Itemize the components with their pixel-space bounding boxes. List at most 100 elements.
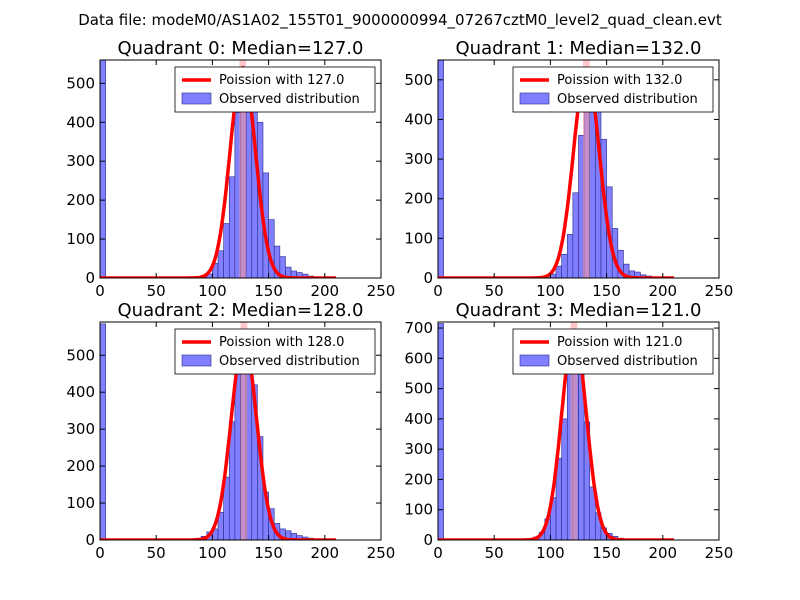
quadrant-0-bar (217, 250, 224, 278)
quadrant-0-legend-box (174, 66, 376, 113)
quadrant-0-legend: Poission with 127.0 Observed distribution (174, 66, 376, 113)
quadrant-3-xtick-label: 200 (648, 544, 677, 562)
quadrant-1-panel: 0 50 100 150 200 250 0 100 200 300 400 500 Quadrant … (404, 38, 733, 300)
quadrant-1-ytick-label: 100 (404, 229, 433, 247)
quadrant-3-legend-box (512, 328, 714, 375)
quadrant-1-bar (572, 192, 579, 278)
quadrant-2-legend-bar-label: Observed distribution (219, 354, 360, 369)
quadrant-2-ytick-label: 200 (66, 457, 95, 475)
quadrant-1-legend-box (512, 66, 714, 113)
quadrant-0-xtick-label: 50 (147, 282, 166, 300)
quadrant-3-xtick-label: 150 (592, 544, 621, 562)
quadrant-1-title: Quadrant 1: Median=132.0 (456, 38, 702, 59)
quadrant-panels: 0 50 100 150 200 2500100200300400500Quadrant … (66, 38, 733, 562)
quadrant-1-axes-frame (437, 59, 720, 279)
quadrant-2-panel: 0 50 100 150 200 250 0 100 200 300 400 500 Quadrant … (66, 300, 395, 562)
quadrant-1-bar (566, 234, 574, 278)
quadrant-3-ytick-label: 500 (404, 380, 433, 398)
quadrant-1-bar (555, 265, 562, 278)
quadrant-1-ytick-label: 400 (404, 110, 433, 128)
quadrant-0-xtick-label: 100 (198, 282, 227, 300)
quadrant-1-ytick-label: 0 (423, 269, 433, 287)
quadrant-2-axes-frame (99, 321, 382, 541)
quadrant-2-ytick-label: 100 (66, 494, 95, 512)
quadrant-0-bar (228, 176, 236, 278)
quadrant-3-ytick-label: 300 (404, 440, 433, 458)
quadrant-0-axes-frame (99, 59, 382, 279)
quadrant-2-xtick-label: 200 (310, 544, 339, 562)
quadrant-0-legend-curve-label: Poission with 127.0 (219, 73, 344, 88)
quadrant-2-xtick-label: 50 (147, 544, 166, 562)
quadrant-0-poisson-curve (100, 65, 336, 278)
quadrant-1-bar (561, 253, 568, 278)
quadrant-0-xtick-label: 200 (310, 282, 339, 300)
quadrant-0-ytick-label: 300 (66, 152, 95, 170)
quadrant-1-median-band (582, 60, 590, 278)
quadrant-0-legend-bar-swatch (181, 92, 212, 105)
quadrant-2-legend-bar-swatch (181, 354, 212, 367)
quadrant-1-ytick-label: 300 (404, 150, 433, 168)
quadrant-0-panel: 0 50 100 150 200 250 0 100 200 300 400 500 Quadrant … (66, 38, 395, 300)
quadrant-2-ytick-label: 400 (66, 383, 95, 401)
quadrant-0-ytick-label: 100 (66, 230, 95, 248)
quadrant-1-xtick-label: 0 (433, 282, 443, 300)
quadrant-3-panel: 0 50 100 150 200 250 0 100 200 300 400 500 600 700 Qua… (404, 300, 733, 562)
quadrant-1-data (438, 60, 674, 278)
quadrant-0-median-band (239, 60, 247, 278)
quadrant-1-xtick-label: 200 (648, 282, 677, 300)
quadrant-1-legend-curve-label: Poission with 132.0 (557, 73, 682, 88)
quadrant-2-xtick-label: 150 (254, 544, 283, 562)
quadrant-0-legend-bar-label: Observed distribution (219, 92, 360, 107)
quadrant-0-title: Quadrant 0: Median=127.0 (118, 38, 364, 59)
quadrant-0-bar (223, 223, 230, 278)
quadrant-3-axes-frame (437, 321, 720, 541)
quadrant-3-xtick-label: 0 (433, 544, 443, 562)
quadrant-0-ytick-label: 400 (66, 113, 95, 131)
quadrant-3-title: Quadrant 3: Median=121.0 (456, 300, 702, 321)
quadrant-1-ytick-label: 500 (404, 71, 433, 89)
quadrant-0-ytick-label: 500 (66, 74, 95, 92)
quadrant-2-poisson-curve (100, 338, 336, 540)
quadrant-3-legend-bar-label: Observed distribution (557, 354, 698, 369)
quadrant-3-legend: Poission with 121.0 Observed distribution (512, 328, 714, 375)
quadrant-0-xtick-label: 250 (367, 282, 396, 300)
quadrant-1-xtick-label: 250 (705, 282, 734, 300)
quadrant-3-ytick-label: 100 (404, 501, 433, 519)
quadrant-3-bar (561, 418, 568, 540)
quadrant-1-legend-bar-label: Observed distribution (557, 92, 698, 107)
quadrant-1-legend-bar-swatch (519, 92, 550, 105)
quadrant-3-ytick-label: 600 (404, 349, 433, 367)
quadrant-1-bar-spike (438, 60, 444, 278)
quadrant-0-xtick-label: 150 (254, 282, 283, 300)
quadrant-2-xtick-label: 0 (95, 544, 105, 562)
quadrant-1-xtick-label: 50 (485, 282, 504, 300)
quadrant-2-xtick-label: 250 (367, 544, 396, 562)
quadrant-2-ytick-label: 300 (66, 420, 95, 438)
quadrant-2-ytick-label: 0 (85, 531, 95, 549)
quadrant-3-data (438, 322, 674, 540)
quadrant-3-poisson-curve (438, 330, 674, 540)
quadrant-1-legend: Poission with 132.0 Observed distribution (512, 66, 714, 113)
quadrant-2-ytick-label: 500 (66, 346, 95, 364)
figure-suptitle: Data file: modeM0/AS1A02_155T01_90000009… (78, 11, 722, 30)
quadrant-3-ytick-label: 0 (423, 531, 433, 549)
quadrant-3-legend-bar-swatch (519, 354, 550, 367)
quadrant-2-xtick-label: 100 (198, 544, 227, 562)
quadrant-0-ytick-label: 200 (66, 191, 95, 209)
quadrant-3-xtick-label: 250 (705, 544, 734, 562)
quadrant-1-xtick-label: 150 (592, 282, 621, 300)
quadrant-3-legend-curve-label: Poission with 121.0 (557, 335, 682, 350)
quadrant-3-ytick-label: 200 (404, 470, 433, 488)
quadrant-2-title: Quadrant 2: Median=128.0 (118, 300, 364, 321)
quadrant-0-xtick-label: 0 (95, 282, 105, 300)
quadrant-2-legend-curve-label: Poission with 128.0 (219, 335, 344, 350)
quadrant-3-median-band (570, 322, 578, 540)
quadrant-3-ytick-label: 700 (404, 319, 433, 337)
quadrant-2-legend: Poission with 128.0 Observed distribution (174, 328, 376, 375)
quadrant-3-ytick-label: 400 (404, 410, 433, 428)
quadrant-3-bar-spike (438, 323, 444, 540)
quadrant-2-legend-box (174, 328, 376, 375)
quadrant-0-ytick-label: 0 (85, 269, 95, 287)
quadrant-1-ytick-label: 200 (404, 190, 433, 208)
